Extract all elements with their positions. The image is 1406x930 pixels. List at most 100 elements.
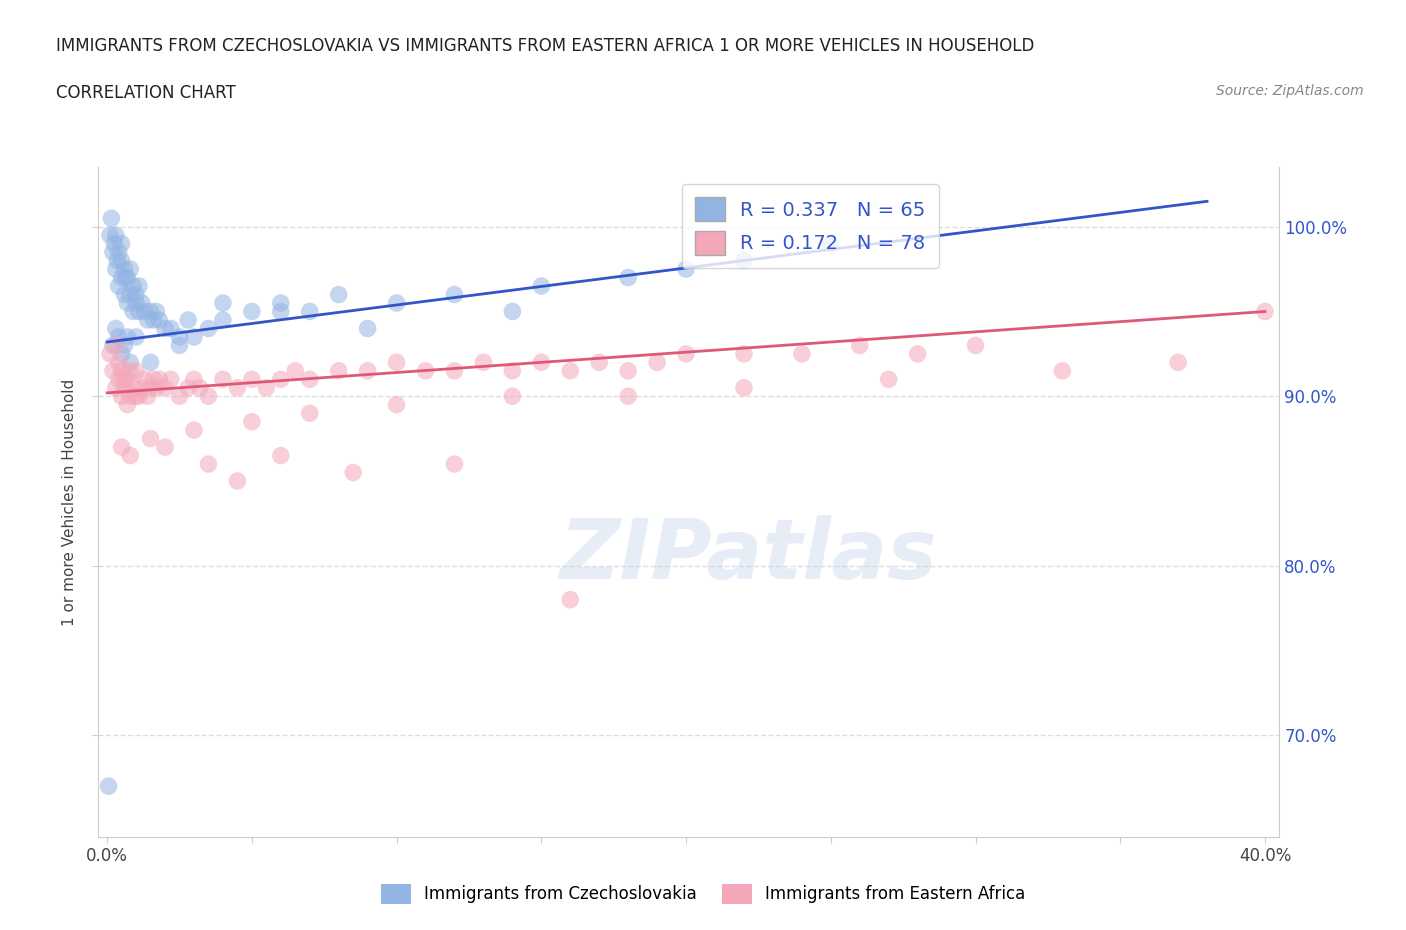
- Point: [240, 304, 263, 319]
- Point: [98, 228, 121, 243]
- Point: [153, 440, 176, 455]
- Point: [131, 380, 153, 395]
- Point: [560, 364, 582, 379]
- Point: [1167, 355, 1189, 370]
- Point: [114, 372, 136, 387]
- Point: [125, 364, 148, 379]
- Point: [501, 304, 523, 319]
- Point: [134, 304, 156, 319]
- Point: [107, 279, 129, 294]
- Point: [907, 347, 929, 362]
- Point: [101, 364, 124, 379]
- Point: [104, 228, 127, 243]
- Point: [153, 380, 176, 395]
- Point: [142, 312, 165, 327]
- Point: [104, 380, 127, 395]
- Point: [212, 312, 235, 327]
- Point: [270, 448, 292, 463]
- Point: [128, 279, 150, 294]
- Point: [617, 389, 640, 404]
- Text: ZIPatlas: ZIPatlas: [560, 515, 936, 596]
- Point: [110, 364, 132, 379]
- Point: [177, 312, 200, 327]
- Point: [145, 304, 167, 319]
- Point: [342, 465, 364, 480]
- Point: [139, 380, 162, 395]
- Point: [645, 355, 668, 370]
- Point: [114, 261, 136, 276]
- Point: [530, 279, 553, 294]
- Point: [104, 261, 127, 276]
- Point: [107, 355, 129, 370]
- Point: [298, 372, 321, 387]
- Point: [443, 457, 465, 472]
- Point: [117, 329, 139, 344]
- Point: [122, 304, 145, 319]
- Point: [107, 245, 129, 259]
- Point: [270, 304, 292, 319]
- Point: [240, 372, 263, 387]
- Point: [254, 380, 277, 395]
- Point: [328, 364, 350, 379]
- Point: [560, 592, 582, 607]
- Point: [159, 372, 181, 387]
- Point: [97, 778, 120, 793]
- Point: [117, 296, 139, 311]
- Legend: Immigrants from Czechoslovakia, Immigrants from Eastern Africa: Immigrants from Czechoslovakia, Immigran…: [373, 875, 1033, 912]
- Point: [120, 364, 142, 379]
- Point: [675, 347, 697, 362]
- Point: [588, 355, 610, 370]
- Point: [733, 380, 755, 395]
- Point: [101, 338, 124, 352]
- Point: [120, 355, 142, 370]
- Point: [110, 270, 132, 285]
- Point: [443, 287, 465, 302]
- Point: [298, 304, 321, 319]
- Point: [877, 372, 900, 387]
- Point: [501, 389, 523, 404]
- Text: Source: ZipAtlas.com: Source: ZipAtlas.com: [1216, 84, 1364, 98]
- Point: [270, 372, 292, 387]
- Point: [125, 287, 148, 302]
- Point: [159, 321, 181, 336]
- Point: [110, 347, 132, 362]
- Point: [110, 440, 132, 455]
- Point: [107, 372, 129, 387]
- Point: [104, 321, 127, 336]
- Point: [675, 261, 697, 276]
- Point: [120, 287, 142, 302]
- Point: [733, 347, 755, 362]
- Point: [115, 270, 138, 285]
- Point: [142, 372, 165, 387]
- Point: [134, 372, 156, 387]
- Point: [169, 329, 191, 344]
- Point: [107, 329, 129, 344]
- Point: [139, 355, 162, 370]
- Point: [240, 414, 263, 429]
- Point: [501, 364, 523, 379]
- Point: [212, 296, 235, 311]
- Point: [114, 338, 136, 352]
- Point: [100, 211, 122, 226]
- Point: [120, 448, 142, 463]
- Point: [284, 364, 307, 379]
- Point: [117, 270, 139, 285]
- Point: [385, 296, 408, 311]
- Point: [443, 364, 465, 379]
- Point: [183, 423, 205, 438]
- Point: [848, 338, 870, 352]
- Point: [145, 380, 167, 395]
- Point: [197, 389, 219, 404]
- Point: [122, 380, 145, 395]
- Point: [270, 296, 292, 311]
- Point: [125, 296, 148, 311]
- Text: CORRELATION CHART: CORRELATION CHART: [56, 84, 236, 101]
- Point: [188, 380, 211, 395]
- Point: [117, 397, 139, 412]
- Point: [617, 364, 640, 379]
- Point: [472, 355, 495, 370]
- Point: [530, 355, 553, 370]
- Point: [114, 380, 136, 395]
- Point: [226, 473, 249, 488]
- Point: [1254, 304, 1277, 319]
